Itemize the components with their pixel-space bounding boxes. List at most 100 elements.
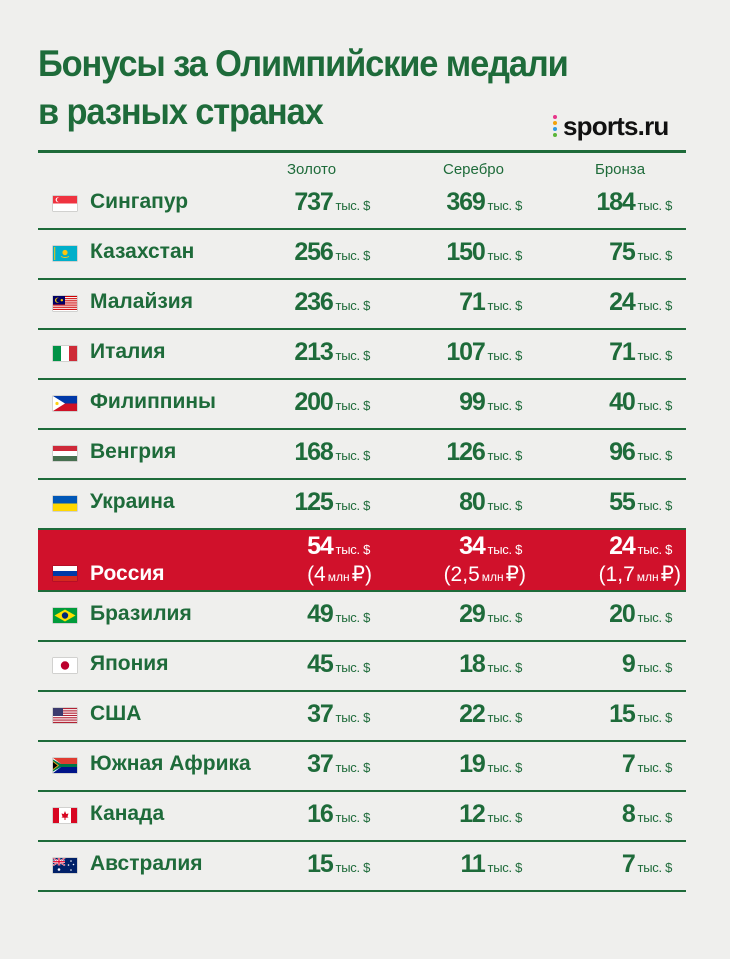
silver-bonus-cell: 11 тыс. $	[460, 850, 523, 879]
unit-label: тыс. $	[637, 710, 673, 725]
logo-dot	[553, 115, 557, 119]
unit-label: тыс. $	[335, 710, 371, 725]
silver-bonus-value: 80	[459, 488, 486, 516]
unit-label: тыс. $	[637, 198, 673, 213]
unit-label: тыс. $	[637, 760, 673, 775]
silver-bonus-cell: 12 тыс. $	[459, 800, 522, 829]
silver-bonus-value: 99	[459, 388, 486, 416]
bronze-bonus-value: 9	[621, 650, 636, 678]
unit-label: тыс. $	[335, 348, 371, 363]
russia-flag-icon	[53, 566, 77, 581]
column-header-bronze: Бронза	[595, 161, 646, 178]
country-name: Италия	[90, 340, 166, 363]
unit-label: тыс. $	[637, 248, 673, 263]
logo-dot	[553, 133, 557, 137]
gold-bonus-value: 37	[307, 750, 334, 778]
table-row: Япония 45 тыс. $18 тыс. $9 тыс. $	[38, 642, 686, 692]
paren-close: ₽)	[505, 563, 526, 586]
country-name: Австралия	[90, 852, 203, 875]
gold-bonus-value: 16	[307, 800, 334, 828]
gold-bonus-cell: 45 тыс. $	[307, 650, 370, 679]
unit-label: тыс. $	[487, 398, 523, 413]
paren-close: ₽)	[660, 563, 681, 586]
silver-bonus-value: 11	[460, 850, 486, 878]
gold-bonus-cell: 213 тыс. $	[294, 338, 370, 367]
rub-unit: млн	[636, 570, 659, 584]
bronze-bonus-cell: 96 тыс. $	[609, 438, 672, 467]
unit-label: тыс. $	[487, 498, 523, 513]
bronze-bonus-cell: 9 тыс. $	[622, 650, 672, 679]
paren-close: ₽)	[351, 563, 372, 586]
bronze-bonus-value: 24	[609, 288, 636, 316]
table-row: Россия 54 тыс. $34 тыс. $24 тыс. $ (4 млн ₽) (2,…	[38, 530, 686, 592]
rub-unit: млн	[327, 570, 350, 584]
bronze-bonus-cell: 7 тыс. $	[622, 750, 672, 779]
gold-bonus-value: 15	[307, 850, 334, 878]
gold-bonus-cell: 49 тыс. $	[307, 600, 370, 629]
country-name: Казахстан	[90, 240, 195, 263]
gold-bonus-value: 168	[294, 438, 333, 466]
bronze-bonus-value: 96	[609, 438, 636, 466]
australia-flag-icon	[53, 858, 77, 873]
silver-bonus-value: 126	[446, 438, 485, 466]
country-name: Филиппины	[90, 390, 216, 413]
column-header-silver: Серебро	[443, 161, 504, 178]
unit-label: тыс. $	[335, 398, 371, 413]
bronze-bonus-cell: 24 тыс. $	[609, 532, 672, 561]
silver-bonus-value: 369	[446, 188, 485, 216]
bronze-bonus-value: 15	[609, 700, 636, 728]
silver-bonus-cell: 18 тыс. $	[459, 650, 522, 679]
bronze-bonus-cell: 55 тыс. $	[609, 488, 672, 517]
unit-label: тыс. $	[637, 610, 673, 625]
singapore-flag-icon	[53, 196, 77, 211]
table-row: Австралия 15 тыс. $11 тыс. $7 тыс. $	[38, 842, 686, 892]
brazil-flag-icon	[53, 608, 77, 623]
silver-bonus-cell: 126 тыс. $	[446, 438, 522, 467]
south-africa-flag-icon	[53, 758, 77, 773]
bronze-bonus-value: 71	[609, 338, 636, 366]
usa-flag-icon	[53, 708, 77, 723]
table-row: Бразилия 49 тыс. $29 тыс. $20 тыс. $	[38, 592, 686, 642]
bronze-bonus-cell: 71 тыс. $	[609, 338, 672, 367]
silver-bonus-cell: 107 тыс. $	[446, 338, 522, 367]
ukraine-flag-icon	[53, 496, 77, 511]
paren-open: (2,5	[443, 563, 480, 586]
unit-label: тыс. $	[335, 860, 371, 875]
gold-bonus-cell: 16 тыс. $	[307, 800, 370, 829]
gold-bonus-value: 256	[294, 238, 333, 266]
gold-bonus-value: 45	[307, 650, 334, 678]
gold-bonus-value: 125	[294, 488, 333, 516]
title-line-1: Бонусы за Олимпийские медали	[38, 43, 569, 84]
gold-bonus-value: 200	[294, 388, 333, 416]
philippines-flag-icon	[53, 396, 77, 411]
bronze-bonus-value: 75	[609, 238, 636, 266]
unit-label: тыс. $	[335, 198, 371, 213]
column-header-gold: Золото	[287, 161, 337, 178]
gold-bonus-value: 737	[294, 188, 333, 216]
italy-flag-icon	[53, 346, 77, 361]
paren-open: (1,7	[598, 563, 635, 586]
gold-bonus-cell: 15 тыс. $	[307, 850, 370, 879]
silver-bonus-cell: 34 тыс. $	[459, 532, 522, 561]
unit-label: тыс. $	[637, 498, 673, 513]
malaysia-flag-icon	[53, 296, 77, 311]
unit-label: тыс. $	[335, 610, 371, 625]
gold-bonus-cell: 737 тыс. $	[294, 188, 370, 217]
gold-bonus-cell: 168 тыс. $	[294, 438, 370, 467]
table-row: Венгрия 168 тыс. $126 тыс. $96 тыс. $	[38, 430, 686, 480]
silver-bonus-rub: (2,5 млн ₽)	[444, 562, 526, 587]
bronze-bonus-value: 8	[621, 800, 636, 828]
bronze-bonus-cell: 75 тыс. $	[609, 238, 672, 267]
unit-label: тыс. $	[637, 348, 673, 363]
bronze-bonus-value: 7	[621, 850, 636, 878]
unit-label: тыс. $	[637, 660, 673, 675]
unit-label: тыс. $	[487, 198, 523, 213]
silver-bonus-cell: 29 тыс. $	[459, 600, 522, 629]
bronze-bonus-cell: 8 тыс. $	[622, 800, 672, 829]
bronze-bonus-cell: 7 тыс. $	[622, 850, 672, 879]
gold-bonus-value: 49	[307, 600, 334, 628]
silver-bonus-value: 29	[459, 600, 486, 628]
bronze-bonus-value: 24	[609, 532, 636, 560]
unit-label: тыс. $	[487, 348, 523, 363]
silver-bonus-value: 107	[446, 338, 485, 366]
